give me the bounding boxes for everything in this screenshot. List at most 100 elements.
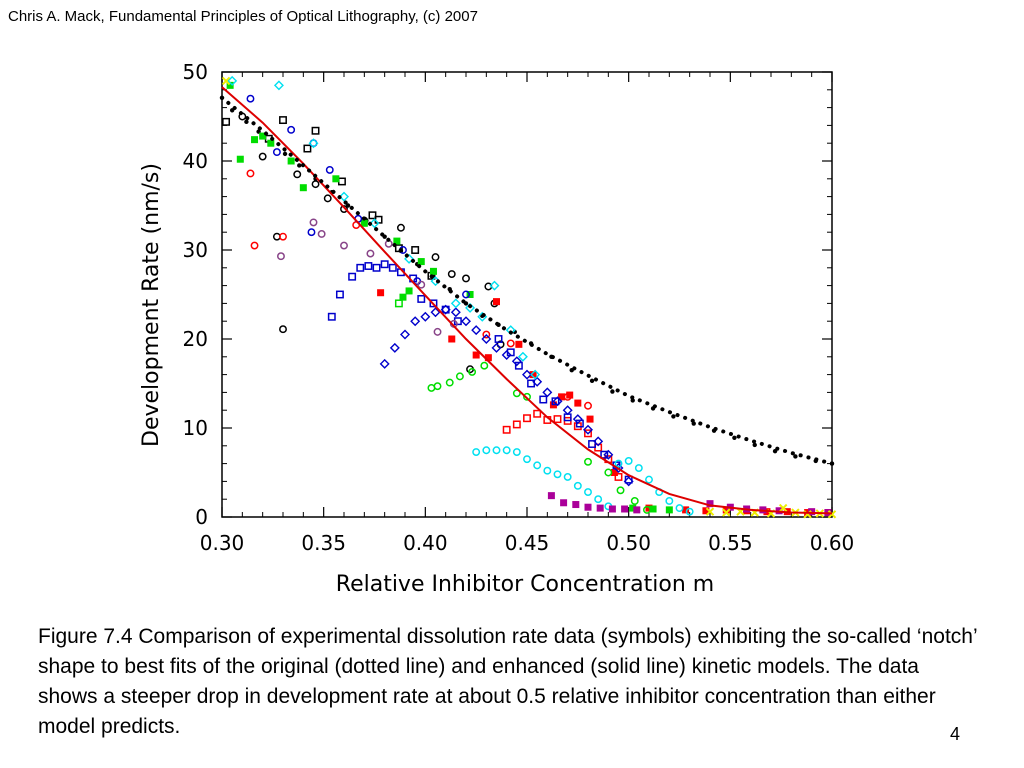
data-point bbox=[685, 507, 694, 516]
data-point bbox=[553, 470, 562, 479]
data-point bbox=[430, 307, 441, 318]
data-point bbox=[236, 155, 244, 163]
data-point bbox=[472, 351, 480, 359]
data-point bbox=[722, 508, 731, 517]
data-point bbox=[574, 399, 582, 407]
data-point bbox=[372, 263, 381, 272]
data-point bbox=[394, 299, 403, 308]
data-point bbox=[481, 334, 492, 344]
data-point bbox=[377, 289, 385, 297]
data-point bbox=[610, 469, 618, 476]
data-point bbox=[630, 497, 639, 505]
data-point bbox=[584, 457, 592, 466]
data-point bbox=[634, 464, 643, 472]
data-point bbox=[675, 504, 684, 513]
data-point bbox=[566, 391, 574, 399]
data-point bbox=[417, 258, 425, 266]
data-point bbox=[462, 290, 470, 299]
data-point bbox=[484, 354, 492, 362]
data-point bbox=[584, 503, 592, 511]
data-point bbox=[348, 272, 357, 281]
data-point bbox=[226, 81, 234, 89]
data-point bbox=[589, 378, 595, 384]
data-point bbox=[492, 446, 501, 455]
data-point bbox=[616, 486, 625, 495]
data-point bbox=[417, 295, 426, 303]
data-point bbox=[272, 148, 281, 157]
data-point bbox=[512, 420, 521, 429]
data-point bbox=[562, 405, 573, 416]
data-point bbox=[649, 505, 657, 513]
data-point bbox=[433, 327, 442, 336]
data-point bbox=[752, 442, 757, 448]
x-tick-label: 0.45 bbox=[505, 531, 550, 555]
data-point bbox=[277, 252, 285, 261]
data-point bbox=[702, 507, 710, 515]
figure-caption: Figure 7.4 Comparison of experimental di… bbox=[38, 625, 977, 738]
data-point bbox=[244, 119, 249, 125]
data-point bbox=[502, 446, 511, 455]
data-point bbox=[682, 506, 690, 514]
data-point bbox=[279, 116, 287, 125]
data-point bbox=[273, 80, 284, 91]
data-point bbox=[608, 505, 616, 513]
data-point bbox=[665, 497, 674, 505]
data-point bbox=[471, 325, 482, 336]
data-point bbox=[671, 414, 676, 419]
data-point bbox=[445, 378, 454, 387]
data-point bbox=[539, 395, 548, 404]
data-point bbox=[588, 440, 597, 448]
data-point bbox=[466, 291, 474, 298]
data-point bbox=[393, 237, 401, 245]
data-point bbox=[282, 151, 288, 157]
data-point bbox=[586, 415, 594, 423]
data-point bbox=[297, 163, 302, 168]
data-point bbox=[629, 504, 637, 512]
data-point bbox=[502, 425, 511, 434]
data-point bbox=[621, 505, 629, 513]
data-point bbox=[380, 260, 389, 269]
data-point bbox=[327, 312, 336, 321]
data-point bbox=[614, 473, 623, 481]
data-point bbox=[665, 506, 673, 514]
data-point bbox=[405, 287, 413, 295]
data-point bbox=[594, 495, 603, 504]
data-point bbox=[584, 429, 592, 438]
data-point bbox=[614, 459, 623, 468]
data-point bbox=[572, 414, 583, 425]
y-tick-label: 0 bbox=[195, 505, 208, 529]
data-point bbox=[530, 369, 541, 380]
data-point bbox=[511, 356, 522, 367]
data-point bbox=[222, 117, 231, 126]
data-point bbox=[603, 449, 614, 460]
data-point bbox=[345, 203, 351, 208]
data-point bbox=[482, 330, 491, 339]
data-point bbox=[583, 424, 593, 435]
data-point bbox=[251, 136, 259, 144]
y-axis-label: Development Rate (nm/s) bbox=[139, 163, 164, 447]
data-marks bbox=[219, 75, 837, 519]
x-tick-label: 0.55 bbox=[708, 531, 753, 555]
data-point bbox=[523, 392, 531, 401]
tick-labels: 0.30 0.35 0.40 0.45 0.50 0.55 0.60 0 10 20 30 40 50 bbox=[183, 60, 855, 555]
data-point bbox=[515, 340, 523, 348]
data-point bbox=[448, 335, 456, 343]
data-point bbox=[396, 223, 405, 232]
data-point bbox=[827, 510, 837, 519]
data-point bbox=[364, 262, 373, 270]
data-point bbox=[440, 304, 451, 315]
data-point bbox=[221, 76, 231, 86]
y-tick-label: 50 bbox=[183, 60, 208, 84]
data-point bbox=[630, 398, 635, 403]
data-point bbox=[547, 492, 555, 500]
data-point bbox=[311, 126, 320, 135]
data-point bbox=[303, 144, 312, 153]
data-point bbox=[491, 342, 502, 353]
data-point bbox=[417, 280, 426, 289]
data-point bbox=[267, 139, 275, 147]
data-point bbox=[399, 293, 407, 301]
data-point bbox=[542, 387, 553, 398]
data-point bbox=[645, 475, 653, 484]
data-point bbox=[623, 476, 634, 487]
data-point bbox=[472, 448, 481, 456]
